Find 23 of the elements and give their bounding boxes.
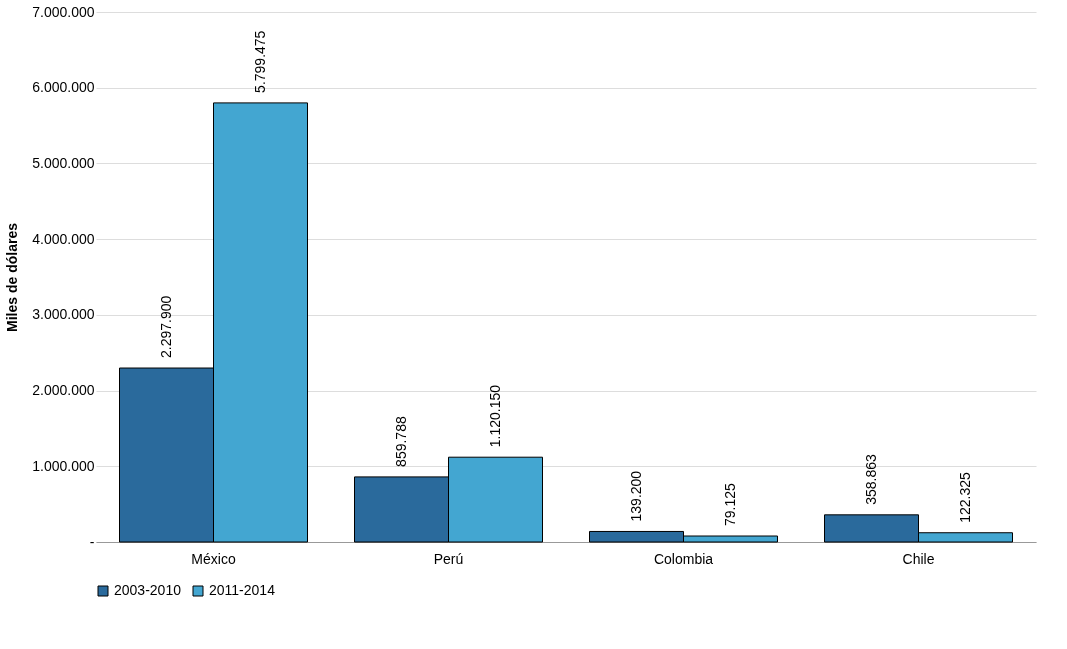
x-tick-label: México bbox=[191, 550, 236, 567]
y-tick-label: 2.000.000 bbox=[32, 382, 95, 399]
legend-label: 2011-2014 bbox=[209, 582, 276, 598]
x-tick-label: Perú bbox=[433, 550, 464, 567]
data-label: 5.799.475 bbox=[251, 30, 268, 93]
y-tick-label: 5.000.000 bbox=[32, 154, 95, 171]
data-label: 79.125 bbox=[721, 482, 738, 527]
y-tick-label: - bbox=[89, 533, 95, 550]
y-tick-label: 3.000.000 bbox=[32, 306, 95, 323]
data-label: 139.200 bbox=[627, 470, 644, 522]
data-label: 2.297.900 bbox=[157, 295, 174, 359]
data-label: 122.325 bbox=[956, 471, 973, 523]
data-label: 358.863 bbox=[862, 454, 879, 505]
y-tick-label: 1.000.000 bbox=[32, 457, 95, 474]
y-tick-label: 4.000.000 bbox=[32, 230, 95, 247]
y-tick-label: 6.000.000 bbox=[32, 79, 95, 96]
data-label: 1.120.150 bbox=[486, 384, 503, 448]
legend-label: 2003-2010 bbox=[114, 582, 182, 598]
y-tick-label: 7.000.000 bbox=[32, 3, 95, 20]
x-tick-label: Colombia bbox=[653, 550, 714, 567]
x-tick-label: Chile bbox=[902, 550, 935, 567]
data-label: 859.788 bbox=[392, 416, 409, 467]
y-axis-title: Miles de dólares bbox=[4, 222, 21, 332]
